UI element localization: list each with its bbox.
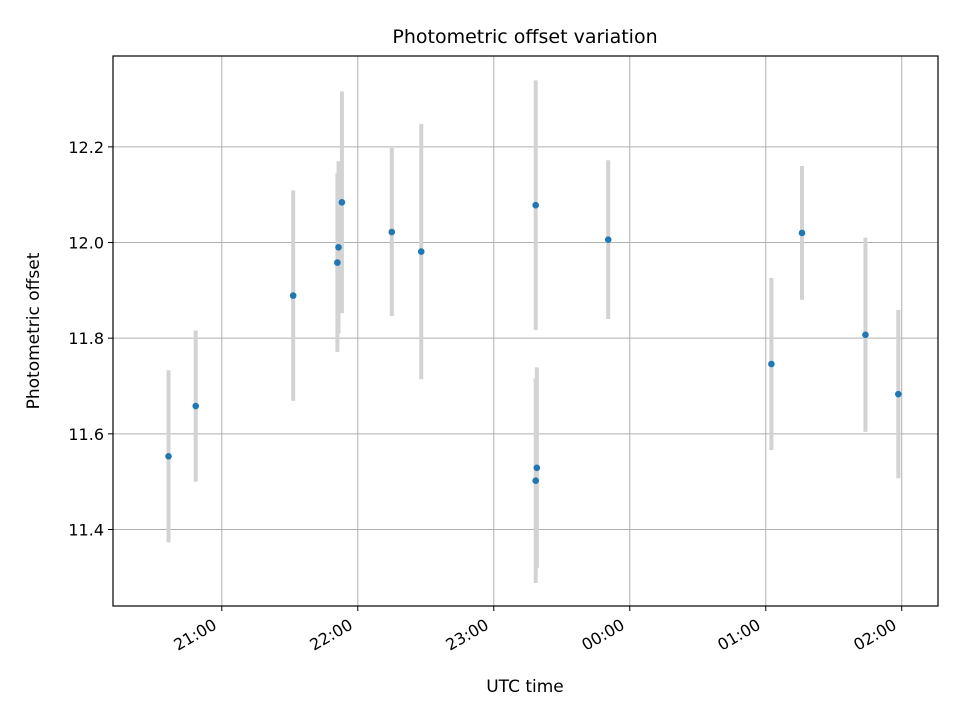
data-point (335, 244, 342, 251)
data-point (334, 259, 341, 266)
data-point (768, 360, 775, 368)
y-axis-label: Photometric offset (24, 252, 44, 409)
data-points (165, 199, 902, 484)
data-point (417, 248, 425, 255)
chart-title: Photometric offset variation (392, 26, 657, 48)
data-point (533, 464, 541, 472)
y-tick-label: 12.0 (68, 234, 104, 253)
data-point (798, 229, 806, 237)
data-point (604, 236, 612, 243)
data-point (895, 390, 902, 398)
data-point (388, 228, 396, 236)
data-point (192, 402, 200, 410)
data-point (165, 453, 172, 460)
x-axis-label: UTC time (486, 677, 564, 697)
data-point (532, 477, 539, 484)
plot-frame (112, 55, 939, 607)
data-point (338, 199, 346, 206)
data-point (289, 292, 297, 299)
y-tick-label: 11.4 (68, 520, 104, 539)
y-tick-label: 11.8 (68, 329, 104, 348)
data-point (532, 201, 539, 209)
y-tick-label: 11.6 (68, 425, 104, 444)
data-point (862, 331, 869, 339)
y-tick-label: 12.2 (68, 138, 104, 157)
